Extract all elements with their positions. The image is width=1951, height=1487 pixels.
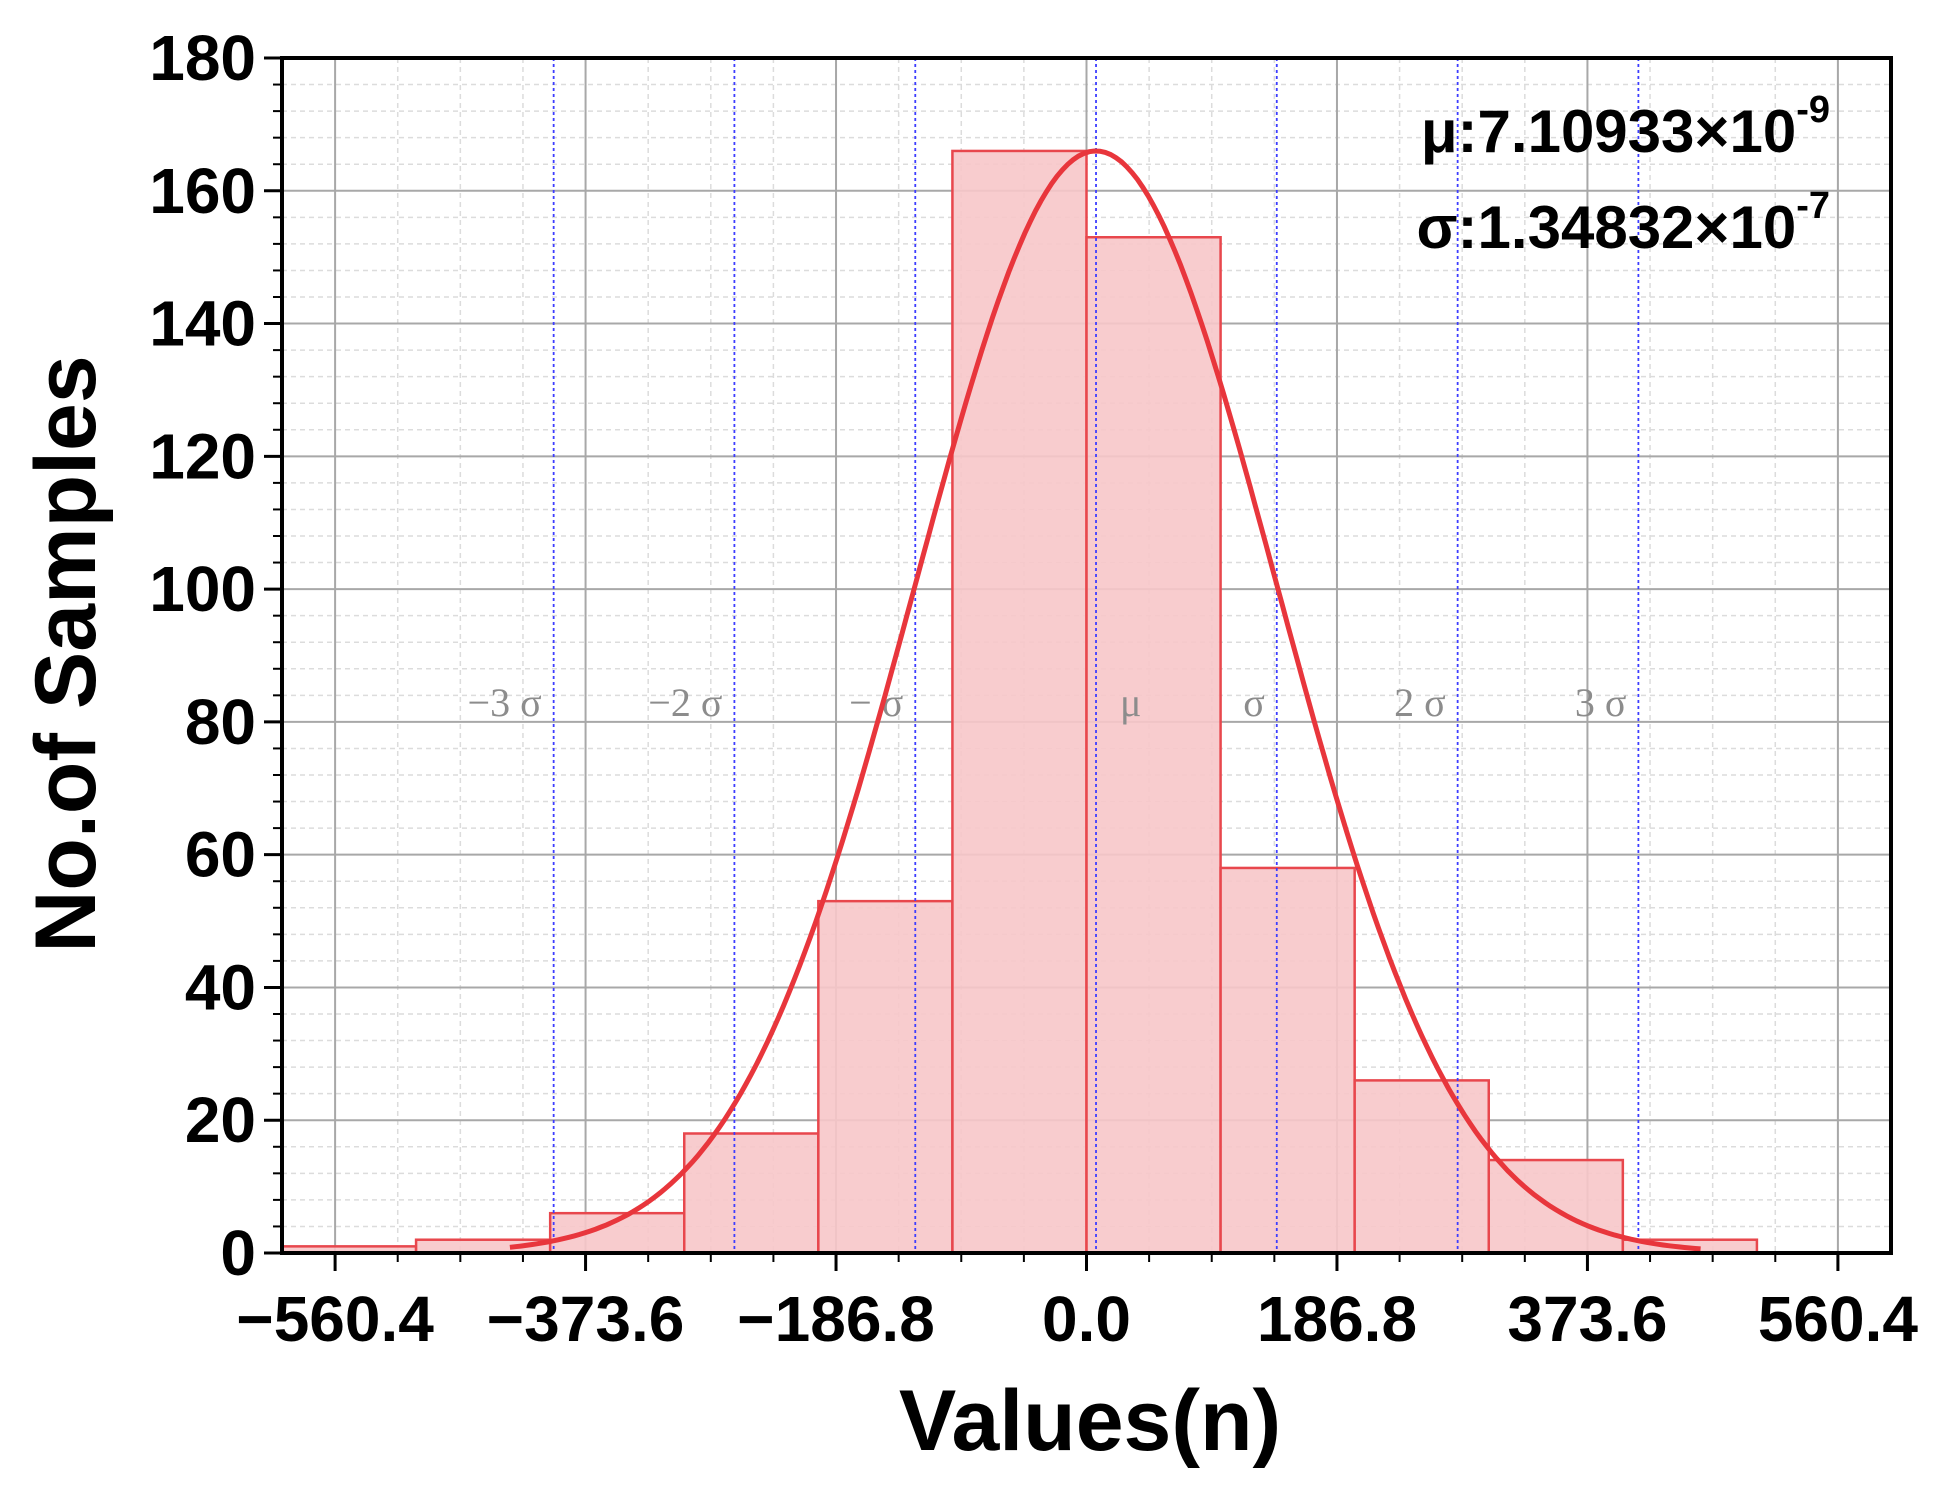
y-tick-label: 80 bbox=[185, 686, 256, 758]
x-tick-label: 0.0 bbox=[1042, 1283, 1131, 1355]
y-axis-title: No.of Samples bbox=[18, 355, 114, 952]
normal-fit-curve bbox=[509, 148, 1701, 1252]
y-tick-label: 0 bbox=[220, 1217, 256, 1289]
histogram-bar bbox=[1219, 866, 1356, 1255]
sigma-annotation-text: σ:1.34832×10 bbox=[1417, 194, 1797, 261]
sigma-labels: −3 σ −2 σ − σ μ σ 2 σ 3 σ bbox=[468, 680, 1627, 725]
sigma-label: σ bbox=[1243, 680, 1265, 725]
mean-annotation-text: μ:7.10933×10 bbox=[1421, 98, 1796, 165]
histogram-bar bbox=[817, 899, 954, 1255]
y-tick-label: 180 bbox=[149, 22, 256, 94]
x-tick-label: −560.4 bbox=[236, 1283, 434, 1355]
mean-annotation-exponent: -9 bbox=[1796, 89, 1830, 131]
sigma-label: 3 σ bbox=[1575, 680, 1627, 725]
sigma-label: 2 σ bbox=[1394, 680, 1446, 725]
histogram-bar bbox=[1085, 236, 1222, 1255]
x-axis-title: Values(n) bbox=[899, 1373, 1281, 1469]
y-tick-label: 160 bbox=[149, 155, 256, 227]
y-tick-label: 120 bbox=[149, 420, 256, 492]
axis-ticks bbox=[264, 56, 1840, 1271]
y-tick-label: 40 bbox=[185, 951, 256, 1023]
x-tick-label: −186.8 bbox=[737, 1283, 935, 1355]
x-tick-label: −373.6 bbox=[487, 1283, 685, 1355]
histogram-bar bbox=[1353, 1079, 1490, 1255]
sigma-annotation: σ:1.34832×10-7 bbox=[1417, 185, 1830, 261]
sigma-label: −2 σ bbox=[648, 680, 722, 725]
mean-annotation: μ:7.10933×10-9 bbox=[1421, 89, 1830, 165]
y-tick-label: 140 bbox=[149, 288, 256, 360]
x-tick-label: 373.6 bbox=[1507, 1283, 1667, 1355]
sigma-annotation-exponent: -7 bbox=[1796, 185, 1830, 227]
y-tick-label: 100 bbox=[149, 553, 256, 625]
x-tick-label: 186.8 bbox=[1257, 1283, 1417, 1355]
x-tick-label: 560.4 bbox=[1758, 1283, 1919, 1355]
y-tick-label: 20 bbox=[185, 1084, 256, 1156]
sigma-label: μ bbox=[1120, 680, 1141, 725]
y-tick-label: 60 bbox=[185, 819, 256, 891]
sigma-lines bbox=[552, 58, 1640, 1253]
histogram-bar bbox=[951, 149, 1088, 1255]
histogram-bars bbox=[280, 149, 1759, 1255]
sigma-label: − σ bbox=[849, 680, 903, 725]
y-tick-labels: 0 20 40 60 80 100 120 140 160 180 bbox=[149, 22, 256, 1289]
x-tick-labels: −560.4 −373.6 −186.8 0.0 186.8 373.6 560.4 bbox=[236, 1283, 1918, 1355]
sigma-label: −3 σ bbox=[468, 680, 542, 725]
